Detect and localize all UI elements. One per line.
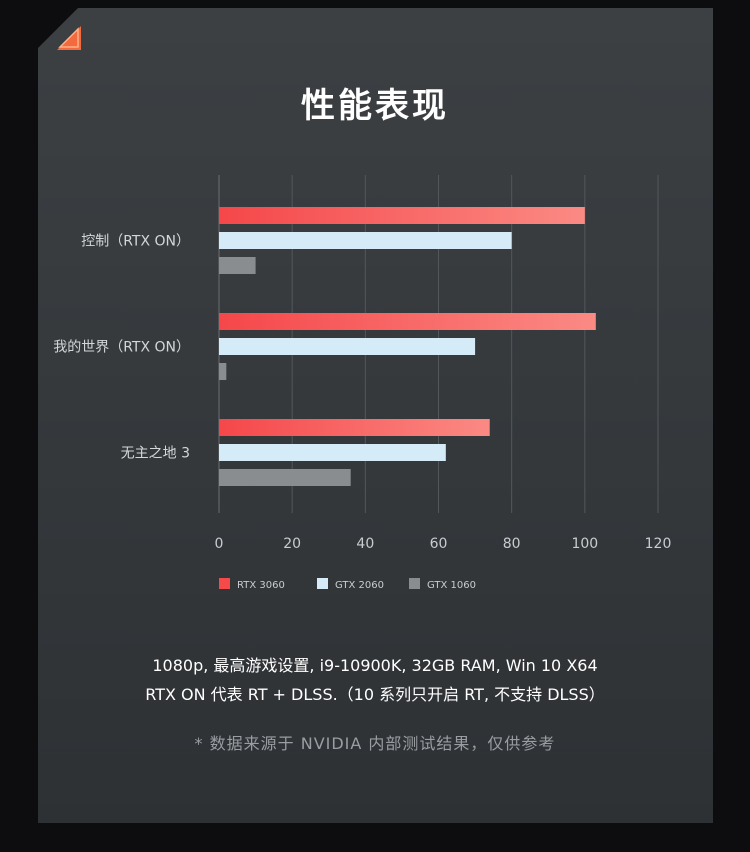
bar: [219, 313, 596, 330]
bar: [219, 338, 476, 355]
x-tick-label: 60: [430, 536, 448, 552]
legend-swatch: [219, 578, 230, 589]
x-tick-label: 100: [571, 536, 598, 552]
x-tick-label: 120: [645, 536, 672, 552]
test-config-note: 1080p, 最高游戏设置, i9-10900K, 32GB RAM, Win …: [152, 656, 598, 675]
page-title: 性能表现: [301, 86, 449, 126]
category-label: 控制（RTX ON）: [81, 234, 190, 250]
chart-panel: [38, 8, 713, 823]
category-label: 我的世界（RTX ON）: [53, 340, 190, 356]
data-source-note: * 数据来源于 NVIDIA 内部测试结果，仅供参考: [194, 734, 556, 753]
bar: [219, 363, 227, 380]
x-tick-label: 0: [215, 536, 224, 552]
legend-label: RTX 3060: [237, 580, 285, 591]
legend-label: GTX 2060: [335, 580, 384, 591]
x-tick-label: 80: [503, 536, 521, 552]
bar: [219, 232, 512, 249]
category-label: 无主之地 3: [121, 446, 190, 462]
legend-swatch: [409, 578, 420, 589]
x-tick-label: 20: [283, 536, 301, 552]
corner-triangle-icon: [57, 26, 81, 50]
bar: [219, 444, 446, 461]
bar-chart: 控制（RTX ON） 我的世界（RTX ON） 无主之地 3 0 20 40 60 80 100…: [53, 175, 672, 591]
legend-swatch: [317, 578, 328, 589]
rtx-on-note: RTX ON 代表 RT + DLSS.（10 系列只开启 RT, 不支持 DL…: [145, 685, 605, 704]
bar: [219, 419, 490, 436]
bar: [219, 257, 256, 274]
legend-label: GTX 1060: [427, 580, 476, 591]
bar: [219, 469, 351, 486]
bar: [219, 207, 585, 224]
x-tick-label: 40: [356, 536, 374, 552]
